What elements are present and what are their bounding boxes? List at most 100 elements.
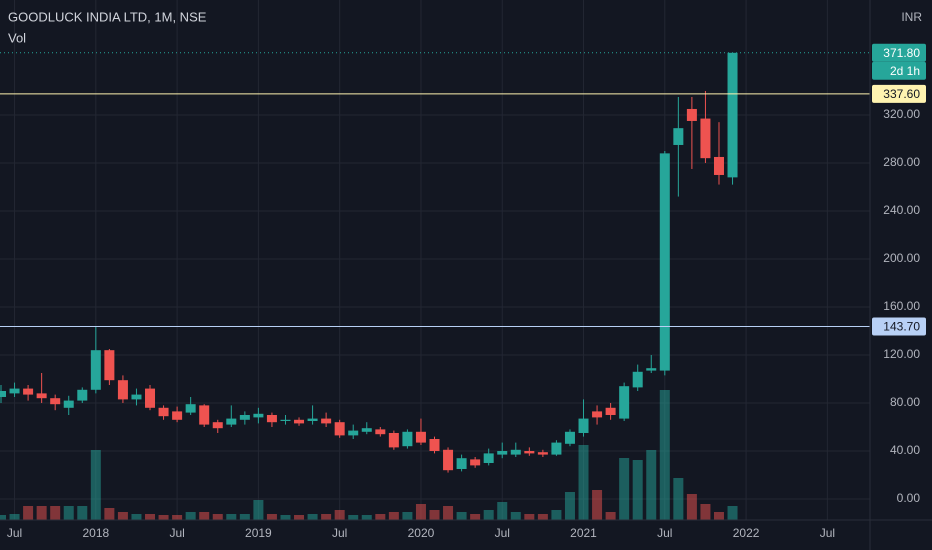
candle-body — [483, 453, 494, 463]
candle-body — [700, 118, 711, 159]
candle-body — [321, 418, 332, 424]
candle-body — [659, 153, 670, 371]
price-label: 143.70 — [883, 320, 920, 334]
volume-bar — [185, 512, 196, 520]
candle-body — [686, 108, 697, 121]
x-tick-label: Jul — [657, 526, 672, 540]
volume-bar — [456, 512, 467, 520]
volume-bar — [239, 514, 250, 520]
candle-body — [713, 156, 724, 175]
volume-bar — [158, 515, 169, 520]
candle-body — [117, 380, 128, 400]
volume-bar — [23, 506, 34, 520]
x-tick-label: Jul — [820, 526, 835, 540]
volume-bar — [131, 514, 142, 520]
volume-bar — [686, 494, 697, 520]
volume-bar — [537, 514, 548, 520]
volume-bar — [334, 510, 345, 520]
candle-body — [456, 458, 467, 469]
x-tick-label: Jul — [7, 526, 22, 540]
candle-body — [470, 459, 481, 466]
candle-body — [307, 418, 318, 421]
volume-bar — [402, 512, 413, 520]
candle-body — [185, 404, 196, 413]
volume-bar — [0, 515, 6, 520]
y-tick-label: 80.00 — [890, 395, 920, 409]
candle-body — [564, 431, 575, 444]
volume-bar — [253, 500, 264, 520]
candle-body — [619, 386, 630, 419]
volume-bar — [510, 512, 521, 520]
y-tick-label: 0.00 — [897, 491, 921, 505]
x-tick-label: 2022 — [733, 526, 760, 540]
candle-body — [551, 442, 562, 455]
volume-bar — [388, 512, 399, 520]
volume-bar — [321, 514, 332, 520]
candle-body — [510, 449, 521, 455]
candle-body — [23, 388, 34, 395]
candle-body — [524, 450, 535, 454]
candle-body — [375, 429, 386, 435]
candle-body — [104, 350, 115, 381]
volume-bar — [212, 514, 223, 520]
volume-label: Vol — [8, 30, 26, 45]
candle-body — [673, 128, 684, 145]
volume-bar — [145, 514, 156, 520]
candle-body — [199, 405, 210, 425]
candle-body — [131, 394, 142, 400]
volume-bar — [443, 506, 454, 520]
volume-bar — [659, 390, 670, 520]
countdown-box — [872, 61, 926, 80]
volume-bar — [551, 510, 562, 520]
candle-body — [145, 388, 156, 408]
volume-bar — [348, 515, 359, 520]
candle-body — [239, 414, 250, 420]
candle-body — [537, 452, 548, 455]
candle-body — [415, 431, 426, 443]
candle-body — [388, 432, 399, 448]
candle-body — [266, 414, 277, 423]
candle-body — [212, 422, 223, 429]
chart-title: GOODLUCK INDIA LTD, 1M, NSE — [8, 9, 207, 24]
volume-bar — [632, 460, 643, 520]
volume-bar — [483, 510, 494, 520]
volume-bar — [524, 514, 535, 520]
volume-bar — [36, 506, 47, 520]
x-tick-label: Jul — [332, 526, 347, 540]
candle-body — [226, 418, 237, 425]
candle-body — [9, 388, 20, 394]
volume-bar — [266, 514, 277, 520]
volume-bar — [172, 515, 183, 520]
volume-bar — [673, 478, 684, 520]
volume-bar — [578, 445, 589, 520]
volume-bar — [104, 508, 115, 520]
x-tick-label: Jul — [169, 526, 184, 540]
y-tick-label: 160.00 — [883, 299, 920, 313]
volume-bar — [307, 514, 318, 520]
volume-bar — [713, 512, 724, 520]
x-tick-label: 2018 — [82, 526, 109, 540]
candle-body — [646, 368, 657, 371]
candle-body — [632, 371, 643, 388]
candle-body — [578, 418, 589, 433]
candle-body — [36, 393, 47, 399]
volume-bar — [605, 512, 616, 520]
candle-body — [50, 398, 61, 405]
volume-bar — [361, 515, 372, 520]
volume-bar — [727, 506, 738, 520]
candle-body — [592, 411, 603, 418]
candle-body — [361, 428, 372, 432]
candle-body — [334, 422, 345, 436]
volume-bar — [700, 504, 711, 520]
candle-body — [158, 407, 169, 417]
y-tick-label: 120.00 — [883, 347, 920, 361]
volume-bar — [226, 514, 237, 520]
volume-bar — [564, 492, 575, 520]
currency: INR — [901, 10, 922, 24]
volume-bar — [415, 504, 426, 520]
candle-body — [497, 450, 508, 455]
candle-body — [727, 52, 738, 178]
volume-bar — [199, 512, 210, 520]
volume-bar — [619, 458, 630, 520]
